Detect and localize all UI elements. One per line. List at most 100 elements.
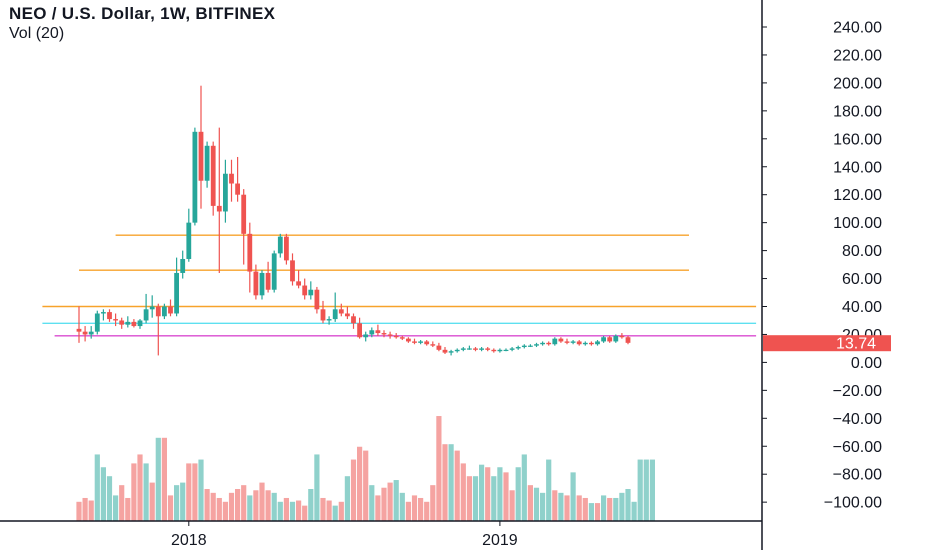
y-tick-label: −60.00: [833, 439, 882, 456]
candle-body: [613, 335, 619, 342]
y-tick-label: 80.00: [842, 243, 882, 260]
y-tick-label: 180.00: [833, 103, 882, 120]
volume-bar: [466, 476, 472, 521]
candle-body: [271, 253, 277, 290]
candle-body: [241, 194, 247, 234]
candle-body: [369, 330, 375, 335]
candle-body: [381, 333, 387, 335]
volume-bar: [637, 459, 643, 521]
candle-body: [229, 173, 234, 184]
volume-bar: [643, 459, 649, 521]
volume-bar: [289, 501, 296, 521]
volume-bar: [296, 500, 302, 521]
volume-bar: [558, 492, 564, 521]
candle-body: [503, 349, 509, 352]
candle-body: [198, 131, 204, 181]
candle-body: [332, 309, 338, 320]
candle-body: [149, 306, 155, 310]
volume-bar: [625, 489, 631, 521]
candle-body: [284, 236, 289, 261]
volume-bar: [363, 450, 369, 521]
candle-body: [601, 337, 606, 342]
y-tick-label: 40.00: [842, 299, 882, 316]
candle-body: [235, 183, 240, 195]
candle-body: [277, 236, 283, 254]
y-tick-label: 160.00: [833, 131, 882, 148]
volume-bar: [192, 463, 198, 521]
volume-bar: [613, 497, 619, 521]
volume-bar: [515, 467, 521, 521]
volume-bar: [76, 501, 82, 521]
candle-body: [223, 173, 228, 212]
candle-body: [473, 348, 478, 350]
volume-bar: [308, 489, 314, 521]
candle-body: [412, 341, 417, 343]
candle-body: [442, 349, 448, 353]
volume-bar: [155, 437, 161, 521]
candle-body: [308, 289, 314, 296]
candle-body: [515, 347, 521, 349]
y-tick-label: 140.00: [833, 159, 882, 176]
symbol-title[interactable]: NEO / U.S. Dollar, 1W, BITFINEX: [9, 4, 276, 23]
candle-body: [546, 342, 552, 345]
candle-body: [552, 338, 558, 345]
volume-bar: [582, 497, 588, 521]
candle-body: [436, 345, 442, 350]
time-axis[interactable]: 2018 2019: [0, 520, 762, 549]
volume-bar: [436, 416, 442, 521]
volume-bars: [76, 416, 655, 521]
volume-bar: [143, 463, 149, 521]
candle-body: [418, 341, 423, 343]
volume-bar: [454, 450, 460, 521]
volume-bar: [167, 495, 174, 521]
volume-bar: [247, 495, 253, 521]
volume-indicator-label[interactable]: Vol (20): [9, 25, 65, 42]
volume-bar: [204, 489, 210, 521]
volume-bar: [241, 485, 247, 521]
candle-body: [528, 345, 533, 347]
volume-bar: [180, 482, 186, 521]
volume-bar: [235, 489, 241, 521]
price-axis[interactable]: 240.00 220.00 200.00 180.00 160.00 140.00 120.…: [761, 0, 932, 550]
volume-bar: [521, 454, 527, 521]
candle-body: [155, 306, 161, 317]
candle-body: [479, 348, 484, 350]
candle-body: [509, 348, 515, 350]
candle-body: [357, 323, 362, 338]
candle-body: [180, 258, 186, 273]
candle-body: [119, 320, 125, 325]
volume-bar: [94, 454, 100, 521]
candle-body: [363, 334, 369, 338]
candle-body: [351, 316, 356, 324]
candle-body: [174, 272, 179, 314]
volume-bar: [418, 497, 424, 521]
volume-bar: [137, 454, 143, 521]
volume-bar: [533, 487, 540, 521]
candle-body: [210, 145, 216, 206]
y-tick-label: −100.00: [824, 495, 882, 512]
candle-body: [253, 271, 259, 296]
volume-bar: [491, 476, 497, 521]
y-tick-label: 60.00: [842, 271, 882, 288]
candle-body: [589, 342, 594, 345]
candle-body: [192, 131, 198, 223]
candle-body: [168, 306, 173, 314]
candle-body: [424, 341, 430, 345]
volume-bar: [540, 492, 546, 521]
volume-bar: [552, 490, 558, 521]
horizontal-levels: [42, 234, 757, 337]
volume-bar: [357, 446, 363, 521]
volume-bar: [460, 463, 466, 521]
candle-body: [564, 341, 570, 343]
volume-bar: [594, 503, 601, 521]
candle-body: [302, 285, 308, 296]
candle-body: [387, 334, 393, 336]
candle-body: [582, 342, 588, 345]
candle-body: [454, 349, 460, 352]
volume-bar: [570, 472, 576, 521]
candle-body: [534, 344, 539, 346]
volume-bar: [649, 459, 655, 521]
volume-bar: [576, 495, 582, 521]
